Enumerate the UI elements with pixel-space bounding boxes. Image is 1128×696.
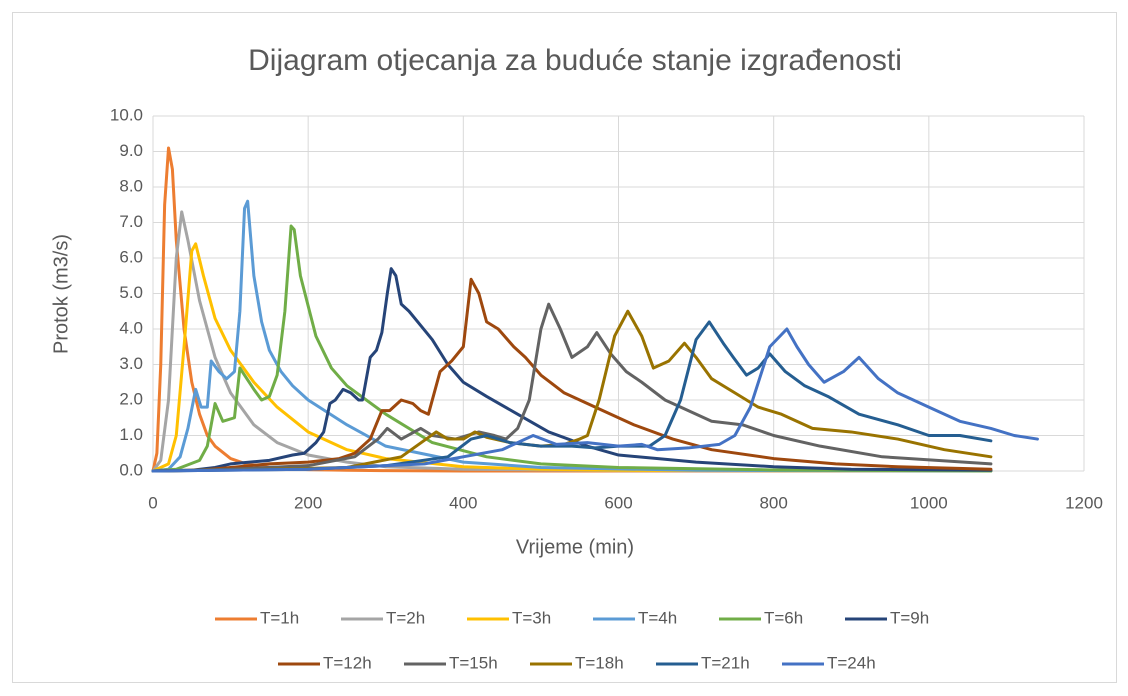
y-tick-label: 5.0 — [119, 283, 143, 302]
y-tick-label: 2.0 — [119, 389, 143, 408]
legend-label: T=21h — [701, 653, 750, 672]
legend-label: T=9h — [890, 608, 929, 627]
x-tick-label: 400 — [449, 493, 477, 512]
y-axis-label: Protok (m3/s) — [50, 234, 72, 354]
legend-label: T=3h — [512, 608, 551, 627]
legend-label: T=18h — [575, 653, 624, 672]
y-tick-label: 9.0 — [119, 141, 143, 160]
legend-label: T=4h — [638, 608, 677, 627]
series-line — [151, 327, 1039, 473]
x-tick-label: 200 — [294, 493, 322, 512]
legend-label: T=24h — [827, 653, 876, 672]
y-tick-label: 8.0 — [119, 176, 143, 195]
chart-border — [12, 12, 1117, 683]
x-tick-label: 600 — [604, 493, 632, 512]
x-tick-label: 800 — [759, 493, 787, 512]
series-line — [151, 242, 993, 473]
series-line — [151, 302, 993, 473]
series-line — [151, 320, 993, 473]
legend-label: T=2h — [386, 608, 425, 627]
y-tick-label: 7.0 — [119, 212, 143, 231]
series-line — [151, 267, 993, 473]
y-tick-label: 6.0 — [119, 247, 143, 266]
series-line — [151, 277, 993, 473]
y-tick-label: 10.0 — [110, 105, 143, 124]
y-tick-label: 3.0 — [119, 354, 143, 373]
series-line — [151, 146, 993, 473]
series-line — [151, 199, 993, 473]
legend-label: T=15h — [449, 653, 498, 672]
x-tick-label: 1000 — [910, 493, 948, 512]
x-tick-label: 0 — [148, 493, 157, 512]
y-tick-label: 0.0 — [119, 460, 143, 479]
y-tick-label: 1.0 — [119, 425, 143, 444]
legend-label: T=12h — [323, 653, 372, 672]
y-tick-label: 4.0 — [119, 318, 143, 337]
legend-label: T=6h — [764, 608, 803, 627]
x-axis-label: Vrijeme (min) — [516, 536, 634, 558]
series-line — [151, 210, 993, 473]
series-line — [151, 309, 993, 473]
x-tick-label: 1200 — [1065, 493, 1103, 512]
chart-title: Dijagram otjecanja za buduće stanje izgr… — [248, 44, 902, 77]
legend-label: T=1h — [260, 608, 299, 627]
